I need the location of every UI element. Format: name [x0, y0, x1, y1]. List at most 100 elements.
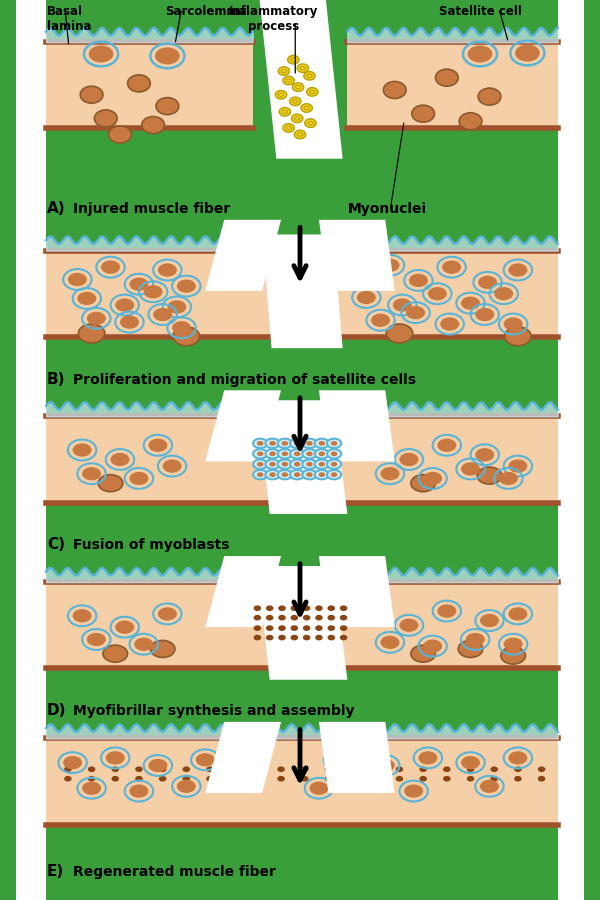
- Ellipse shape: [400, 453, 418, 466]
- Ellipse shape: [265, 438, 280, 448]
- Ellipse shape: [120, 316, 139, 328]
- Ellipse shape: [331, 452, 337, 456]
- Ellipse shape: [130, 785, 148, 797]
- Text: Myofibrillar synthesis and assembly: Myofibrillar synthesis and assembly: [73, 705, 354, 718]
- Ellipse shape: [302, 470, 317, 480]
- Ellipse shape: [294, 441, 301, 446]
- Ellipse shape: [254, 626, 261, 631]
- Ellipse shape: [386, 324, 413, 343]
- Text: Inflammatory
process: Inflammatory process: [229, 4, 318, 32]
- Polygon shape: [205, 391, 281, 462]
- Ellipse shape: [112, 776, 119, 781]
- Polygon shape: [257, 400, 347, 514]
- Text: Regenerated muscle fiber: Regenerated muscle fiber: [73, 865, 275, 879]
- Ellipse shape: [278, 615, 286, 620]
- Ellipse shape: [265, 460, 280, 469]
- Ellipse shape: [266, 606, 274, 611]
- Ellipse shape: [372, 776, 380, 781]
- Ellipse shape: [297, 64, 308, 73]
- Ellipse shape: [153, 308, 172, 321]
- Ellipse shape: [376, 759, 395, 772]
- Text: B): B): [47, 372, 65, 387]
- Ellipse shape: [418, 752, 437, 764]
- Ellipse shape: [461, 463, 480, 475]
- Bar: [46, 248, 557, 338]
- Ellipse shape: [331, 462, 337, 466]
- Ellipse shape: [303, 626, 310, 631]
- Ellipse shape: [269, 441, 276, 446]
- Ellipse shape: [265, 470, 280, 480]
- Ellipse shape: [328, 615, 335, 620]
- Ellipse shape: [73, 609, 92, 623]
- Ellipse shape: [88, 776, 95, 781]
- Ellipse shape: [328, 634, 335, 641]
- Ellipse shape: [279, 107, 290, 116]
- Ellipse shape: [68, 273, 87, 286]
- Ellipse shape: [349, 767, 356, 772]
- Ellipse shape: [442, 260, 461, 274]
- Ellipse shape: [508, 752, 527, 764]
- Ellipse shape: [290, 626, 298, 631]
- Text: E): E): [47, 864, 64, 879]
- Ellipse shape: [340, 615, 347, 620]
- Ellipse shape: [148, 438, 167, 452]
- Polygon shape: [205, 722, 281, 793]
- Ellipse shape: [243, 758, 262, 771]
- Ellipse shape: [294, 462, 301, 466]
- Ellipse shape: [475, 308, 494, 321]
- Bar: [46, 40, 253, 130]
- Ellipse shape: [372, 767, 380, 772]
- Ellipse shape: [73, 444, 92, 456]
- Ellipse shape: [480, 614, 499, 627]
- Ellipse shape: [494, 287, 513, 301]
- Ellipse shape: [315, 615, 323, 620]
- Ellipse shape: [159, 767, 166, 772]
- Ellipse shape: [230, 767, 238, 772]
- Ellipse shape: [319, 452, 325, 456]
- Ellipse shape: [419, 767, 427, 772]
- Ellipse shape: [437, 438, 457, 452]
- Ellipse shape: [206, 767, 214, 772]
- Ellipse shape: [142, 116, 164, 133]
- Ellipse shape: [112, 767, 119, 772]
- Ellipse shape: [64, 776, 71, 781]
- Ellipse shape: [327, 460, 341, 469]
- Polygon shape: [205, 220, 281, 291]
- Ellipse shape: [314, 449, 329, 458]
- Ellipse shape: [480, 779, 499, 793]
- Ellipse shape: [257, 452, 263, 456]
- Ellipse shape: [499, 472, 518, 485]
- Ellipse shape: [82, 467, 101, 481]
- Ellipse shape: [400, 618, 418, 632]
- Bar: [16, 0, 46, 900]
- Ellipse shape: [490, 776, 498, 781]
- Ellipse shape: [156, 97, 179, 114]
- Ellipse shape: [290, 606, 298, 611]
- Ellipse shape: [103, 645, 128, 662]
- Ellipse shape: [303, 634, 310, 641]
- Ellipse shape: [478, 275, 497, 289]
- Ellipse shape: [290, 449, 304, 458]
- Bar: [46, 415, 557, 505]
- Ellipse shape: [478, 88, 501, 105]
- Text: Injured muscle fiber: Injured muscle fiber: [73, 202, 230, 216]
- Ellipse shape: [269, 462, 276, 466]
- Ellipse shape: [257, 441, 263, 446]
- Ellipse shape: [155, 48, 179, 65]
- Ellipse shape: [303, 606, 310, 611]
- Ellipse shape: [314, 438, 329, 448]
- Ellipse shape: [437, 605, 457, 617]
- Ellipse shape: [428, 287, 447, 301]
- Text: Proliferation and migration of satellite cells: Proliferation and migration of satellite…: [73, 373, 416, 387]
- Ellipse shape: [278, 460, 292, 469]
- Ellipse shape: [130, 277, 148, 291]
- Ellipse shape: [101, 260, 120, 274]
- Bar: [46, 736, 557, 826]
- Ellipse shape: [307, 87, 318, 96]
- Ellipse shape: [503, 318, 523, 330]
- Ellipse shape: [283, 123, 295, 132]
- Polygon shape: [319, 556, 395, 627]
- Ellipse shape: [295, 130, 305, 139]
- Ellipse shape: [383, 82, 406, 98]
- Ellipse shape: [340, 634, 347, 641]
